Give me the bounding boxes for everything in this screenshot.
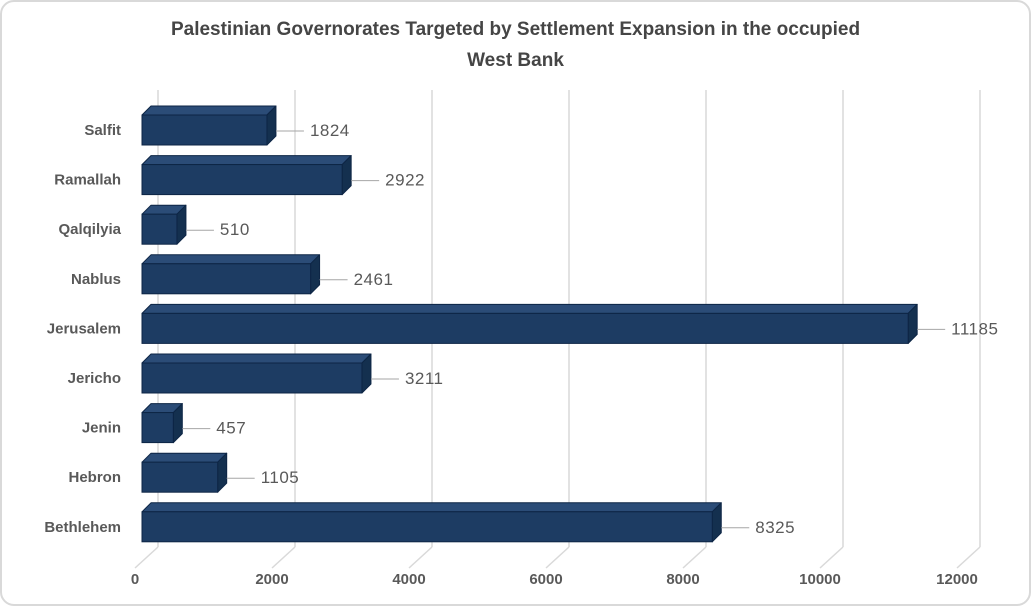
chart-title: Palestinian Governorates Targeted by Set… (2, 14, 1029, 76)
bar-top-face (141, 502, 722, 513)
x-tick-label: 0 (131, 571, 139, 588)
chart-title-line-2: West Bank (467, 50, 564, 71)
category-label: Salfit (84, 122, 121, 139)
x-tick-slash (134, 546, 159, 569)
data-label: 3211 (405, 369, 444, 388)
data-label: 2461 (354, 270, 394, 289)
category-label: Ramallah (54, 172, 121, 189)
category-label: Bethlehem (44, 519, 121, 536)
bar-jerusalem (141, 312, 909, 344)
bar-top-face (141, 303, 918, 314)
bar-qalqilyia (141, 213, 178, 245)
data-label: 510 (220, 220, 250, 239)
bar-nablus (141, 263, 312, 295)
x-tick-label: 12000 (936, 571, 978, 588)
bar-top-face (141, 105, 277, 116)
data-label: 457 (216, 419, 246, 438)
bar-jericho (141, 362, 363, 394)
x-tick-slash (271, 546, 296, 569)
x-tick-label: 4000 (392, 571, 425, 588)
bar-top-face (141, 155, 352, 166)
x-tick-label: 10000 (799, 571, 841, 588)
data-label: 1105 (261, 468, 300, 487)
category-label: Jerusalem (47, 320, 121, 337)
data-label: 11185 (951, 319, 998, 338)
x-tick-slash (819, 546, 844, 569)
bar-jenin (141, 412, 174, 444)
data-label: 1824 (310, 121, 350, 140)
chart-title-line-1: Palestinian Governorates Targeted by Set… (170, 19, 861, 40)
data-label: 8325 (755, 518, 795, 537)
bar-top-face (141, 254, 321, 265)
category-label: Qalqilyia (58, 221, 121, 238)
x-tick-label: 2000 (255, 571, 288, 588)
category-label: Nablus (71, 271, 121, 288)
bar-hebron (141, 461, 219, 493)
x-tick-label: 6000 (529, 571, 562, 588)
x-tick-label: 8000 (666, 571, 699, 588)
category-label: Hebron (69, 469, 122, 486)
x-tick-slash (408, 546, 433, 569)
bar-ramallah (141, 164, 343, 196)
x-tick-slash (545, 546, 570, 569)
bar-top-face (141, 452, 228, 463)
category-label: Jenin (82, 420, 121, 437)
bar-top-face (141, 353, 372, 364)
bar-bethlehem (141, 511, 713, 543)
bar-salfit (141, 114, 268, 146)
x-tick-slash (956, 546, 981, 569)
x-tick-slash (682, 546, 707, 569)
data-label: 2922 (385, 171, 425, 190)
category-label: Jericho (68, 370, 121, 387)
